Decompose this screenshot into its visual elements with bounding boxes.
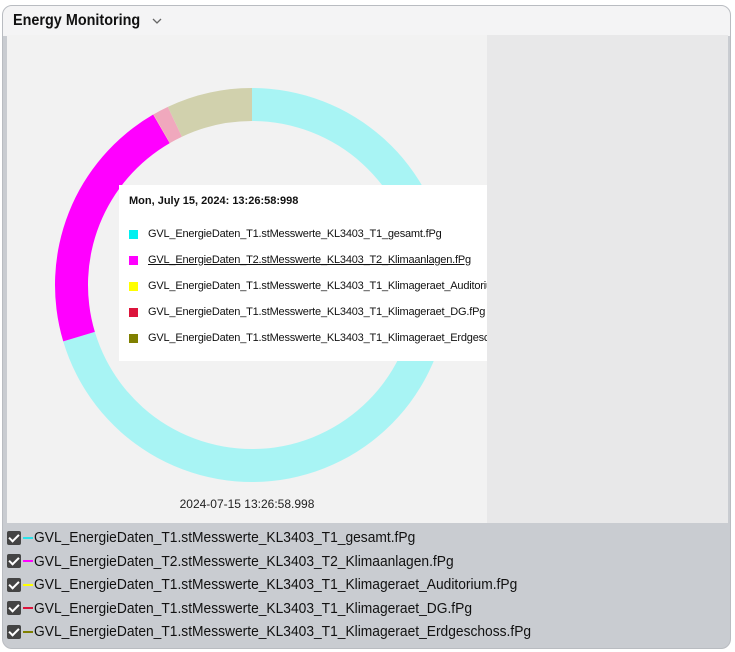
legend-item[interactable]: GVL_EnergieDaten_T1.stMesswerte_KL3403_T… (7, 573, 727, 597)
tooltip-series-name: GVL_EnergieDaten_T1.stMesswerte_KL3403_T… (148, 332, 531, 344)
tooltip-series-name: GVL_EnergieDaten_T2.stMesswerte_KL3403_T… (148, 254, 471, 266)
tooltip-swatch (129, 255, 138, 265)
donut-slice[interactable] (55, 114, 170, 342)
legend-label: GVL_EnergieDaten_T1.stMesswerte_KL3403_T… (34, 576, 518, 594)
widget-title: Energy Monitoring (13, 12, 141, 29)
legend-line-icon (23, 630, 33, 633)
tooltip-swatch (129, 281, 138, 291)
energy-monitoring-widget: Energy Monitoring 2024-07-15 13:26:58.99… (2, 5, 731, 649)
legend-line-icon (23, 536, 33, 539)
legend-line-icon (23, 583, 33, 586)
chart-legend: GVL_EnergieDaten_T1.stMesswerte_KL3403_T… (7, 526, 727, 644)
donut-slice[interactable] (153, 114, 171, 144)
donut-chart[interactable] (7, 35, 487, 523)
chart-plot-area[interactable]: 2024-07-15 13:26:58.998 Mon, July 15, 20… (7, 35, 567, 523)
legend-line-icon (23, 607, 33, 610)
legend-label: GVL_EnergieDaten_T1.stMesswerte_KL3403_T… (34, 599, 473, 617)
tooltip-series-name: GVL_EnergieDaten_T1.stMesswerte_KL3403_T… (148, 280, 520, 292)
legend-line-icon (23, 560, 33, 563)
tooltip-swatch (129, 229, 138, 239)
chart-timestamp: 2024-07-15 13:26:58.998 (179, 497, 315, 511)
tooltip-series-name: GVL_EnergieDaten_T1.stMesswerte_KL3403_T… (148, 306, 486, 318)
tooltip-swatch (129, 333, 138, 343)
legend-checkbox[interactable] (7, 601, 21, 616)
legend-label: GVL_EnergieDaten_T1.stMesswerte_KL3403_T… (34, 623, 532, 641)
tooltip-swatch (129, 307, 138, 317)
donut-slice[interactable] (153, 106, 182, 143)
tooltip-date: Mon, July 15, 2024: 13:26:58:998 (129, 195, 299, 207)
donut-slice[interactable] (167, 88, 252, 137)
widget-header: Energy Monitoring (3, 6, 730, 36)
legend-checkbox[interactable] (7, 577, 21, 592)
legend-item[interactable]: GVL_EnergieDaten_T2.stMesswerte_KL3403_T… (7, 550, 727, 574)
legend-item[interactable]: GVL_EnergieDaten_T1.stMesswerte_KL3403_T… (7, 526, 727, 550)
chart-side-panel (487, 35, 728, 523)
legend-checkbox[interactable] (7, 554, 21, 569)
legend-label: GVL_EnergieDaten_T2.stMesswerte_KL3403_T… (34, 552, 454, 570)
legend-checkbox[interactable] (7, 624, 21, 639)
legend-item[interactable]: GVL_EnergieDaten_T1.stMesswerte_KL3403_T… (7, 597, 727, 621)
legend-checkbox[interactable] (7, 530, 21, 545)
legend-item[interactable]: GVL_EnergieDaten_T1.stMesswerte_KL3403_T… (7, 620, 727, 644)
tooltip-series-name: GVL_EnergieDaten_T1.stMesswerte_KL3403_T… (148, 228, 442, 240)
chevron-down-icon[interactable] (150, 14, 164, 28)
legend-label: GVL_EnergieDaten_T1.stMesswerte_KL3403_T… (34, 529, 416, 547)
